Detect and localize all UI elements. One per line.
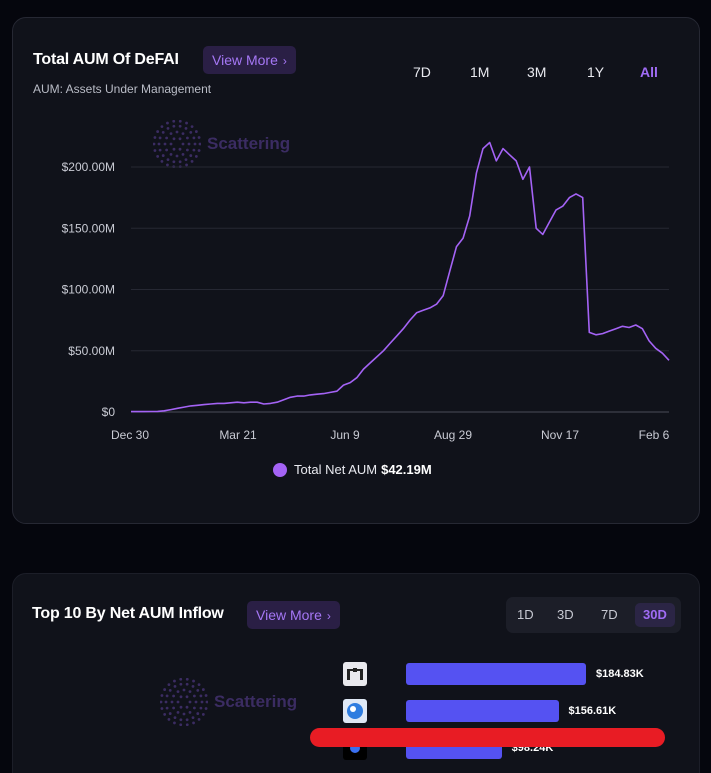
legend-dot-icon [273, 462, 287, 477]
inflow-value: $156.61K [568, 705, 617, 717]
legend-value: $42.19M [381, 462, 432, 477]
range-tab-1d[interactable]: 1D [517, 607, 534, 622]
protocol-logo-icon [343, 662, 367, 686]
legend-label: Total Net AUM [294, 462, 378, 477]
range-tab-30d[interactable]: 30D [635, 603, 675, 627]
y-tick-label: $100.00M [62, 283, 115, 297]
x-tick-label: Mar 21 [219, 428, 257, 442]
chevron-right-icon: › [282, 54, 287, 68]
range-tab-1y[interactable]: 1Y [587, 64, 605, 80]
scattering-logo-icon [153, 120, 201, 168]
inflow-range-tabs: 1D 3D 7D 30D [506, 597, 681, 633]
protocol-logo-icon [343, 699, 367, 723]
range-tab-7d[interactable]: 7D [601, 607, 618, 622]
y-tick-label: $150.00M [62, 221, 115, 235]
watermark-text: Scattering [207, 134, 291, 153]
redaction-mark [310, 728, 665, 747]
inflow-bar [406, 700, 559, 722]
x-tick-label: Dec 30 [111, 428, 149, 442]
range-tab-all[interactable]: All [640, 64, 658, 80]
watermark: Scattering [153, 120, 290, 168]
x-tick-label: Aug 29 [434, 428, 472, 442]
view-more-label: View More [256, 607, 322, 623]
aum-card: Total AUM Of DeFAI View More › AUM: Asset… [12, 17, 700, 524]
scattering-logo-icon [160, 678, 208, 726]
range-tab-1m[interactable]: 1M [470, 64, 490, 80]
watermark-text: Scattering [214, 692, 298, 711]
watermark: Scattering [160, 678, 297, 726]
x-tick-label: Feb 6 [639, 428, 670, 442]
inflow-card-title: Top 10 By Net AUM Inflow [32, 605, 224, 622]
inflow-value: $184.83K [596, 668, 644, 680]
aum-view-more-button[interactable]: View More › [203, 46, 296, 74]
chevron-right-icon: › [326, 609, 331, 623]
view-more-label: View More [212, 52, 278, 68]
inflow-bar [406, 663, 586, 685]
y-tick-label: $50.00M [68, 344, 115, 358]
chart-legend[interactable]: Total Net AUM $42.19M [273, 462, 432, 477]
aum-line-chart[interactable]: $0 $50.00M $100.00M $150.00M $200.00M Dec 30… [12, 17, 700, 447]
inflow-row[interactable]: $156.61K [343, 699, 616, 723]
series-line-total-net-aum [131, 141, 670, 413]
y-tick-label: $0 [102, 405, 116, 419]
range-tab-7d[interactable]: 7D [413, 64, 431, 80]
inflow-row[interactable]: $184.83K [343, 662, 644, 686]
range-tab-3m[interactable]: 3M [527, 64, 547, 80]
aum-card-subtitle: AUM: Assets Under Management [33, 82, 212, 96]
aum-card-title: Total AUM Of DeFAI [33, 51, 179, 68]
x-tick-label: Jun 9 [330, 428, 360, 442]
inflow-view-more-button[interactable]: View More › [247, 601, 340, 629]
x-tick-label: Nov 17 [541, 428, 579, 442]
range-tab-3d[interactable]: 3D [557, 607, 574, 622]
y-tick-label: $200.00M [62, 160, 115, 174]
aum-range-tabs: 7D 1M 3M 1Y All [399, 64, 689, 88]
